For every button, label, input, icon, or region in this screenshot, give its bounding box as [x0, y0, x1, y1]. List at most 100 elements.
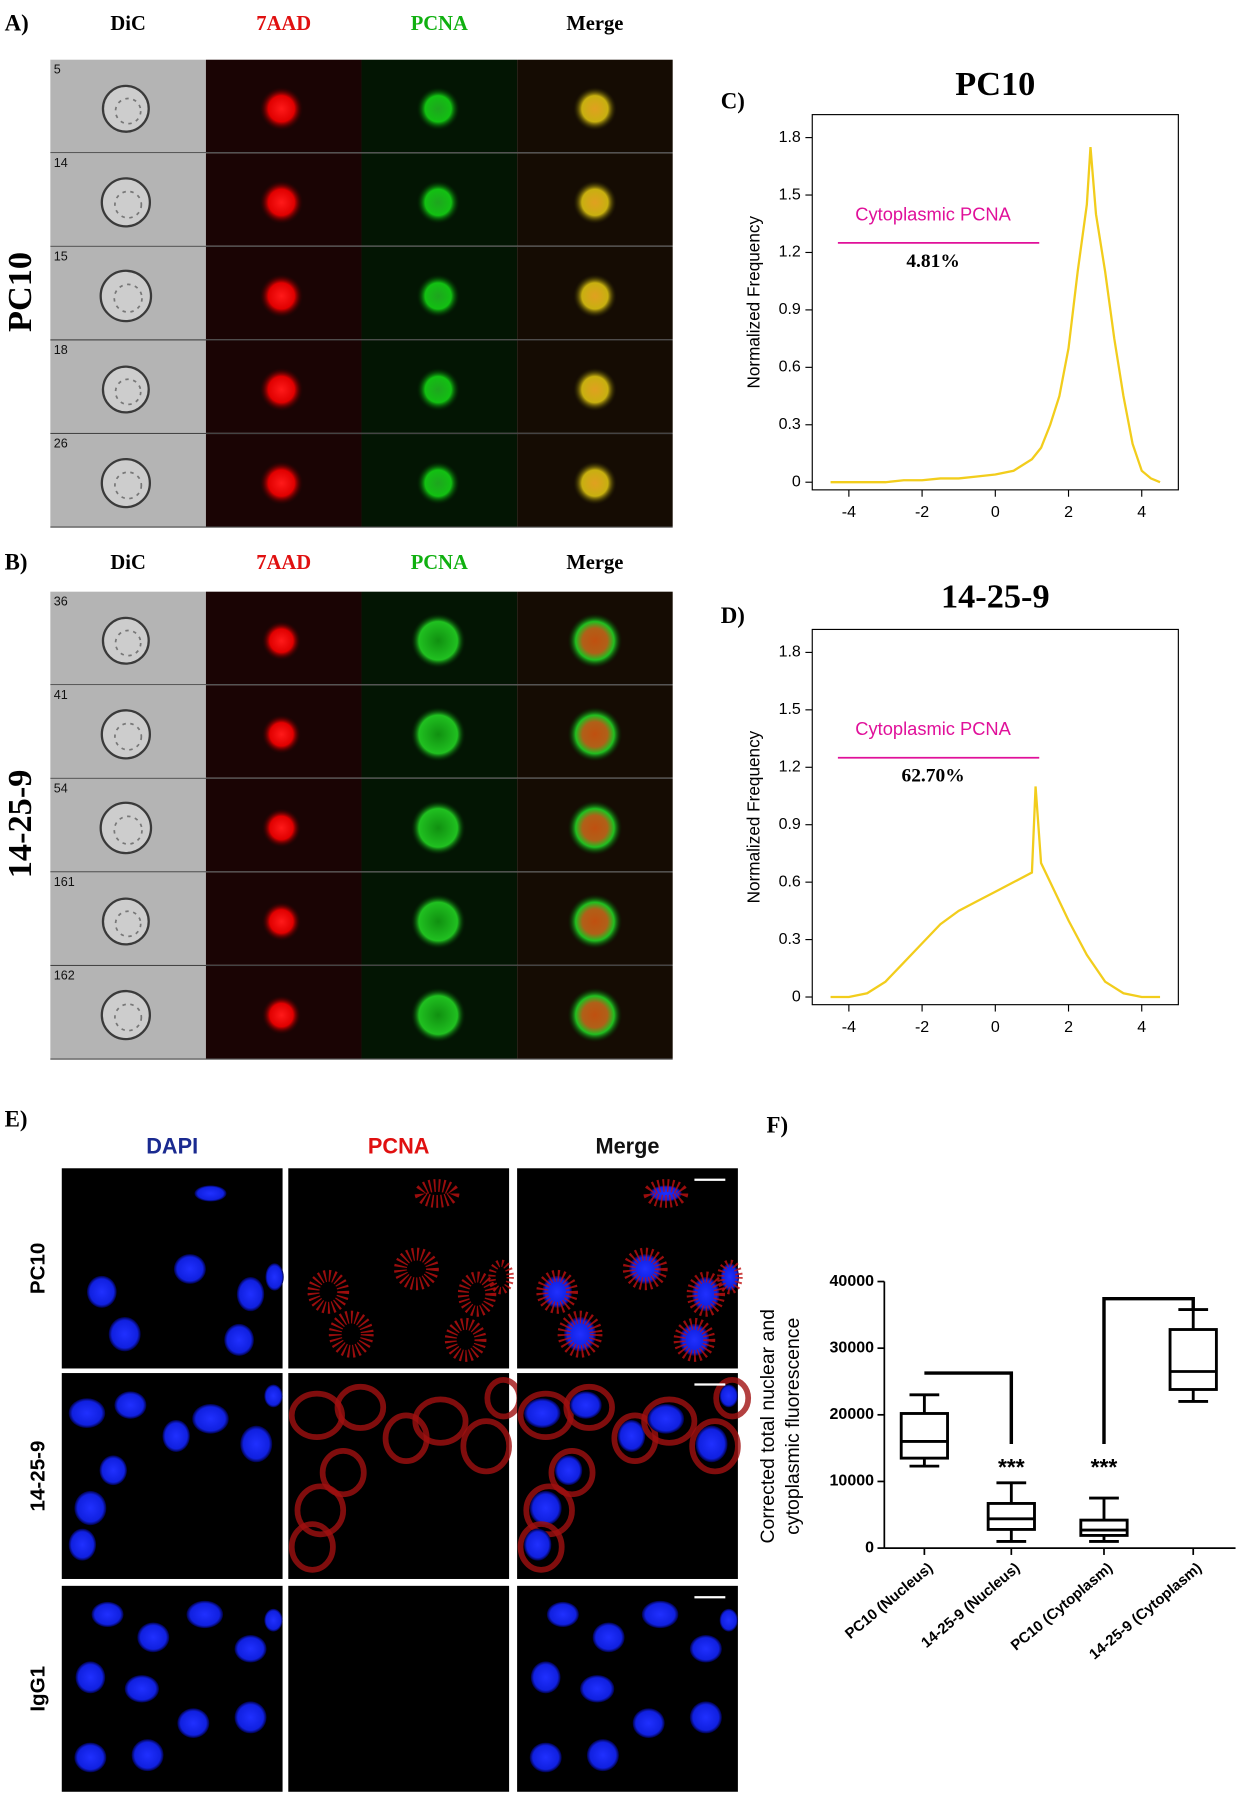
merge-signal	[567, 987, 623, 1043]
pcna-ring	[412, 1396, 469, 1446]
significance: ***	[998, 1454, 1025, 1480]
column-header: DAPI	[146, 1133, 198, 1158]
cell-id: 15	[54, 249, 68, 263]
significance: ***	[1091, 1454, 1118, 1480]
nucleus	[689, 1635, 722, 1663]
nucleus	[689, 1701, 722, 1734]
panel-label: F)	[766, 1112, 788, 1137]
nucleus	[186, 1600, 224, 1629]
percent-label: 4.81%	[906, 251, 959, 272]
nucleus	[74, 1742, 107, 1773]
pcna-ring	[460, 1418, 512, 1475]
y-tick-label: 0.3	[779, 416, 801, 433]
box	[1168, 1328, 1218, 1391]
merge-signal	[573, 180, 617, 225]
percent-label: 62.70%	[901, 766, 964, 787]
nucleus	[580, 1675, 615, 1703]
merge-signal	[567, 800, 623, 856]
row-label: 14-25-9	[26, 1441, 49, 1512]
y-tick-label: 10000	[830, 1473, 875, 1490]
x-tick-label: 4	[1137, 504, 1146, 521]
merge-signal	[567, 706, 623, 762]
nucleus	[75, 1661, 106, 1694]
column-header: PCNA	[411, 13, 468, 35]
pcna-ring	[563, 1383, 615, 1431]
pcna-speckle	[394, 1247, 439, 1291]
cell-id: 18	[54, 343, 68, 357]
y-tick-label: 40000	[830, 1273, 875, 1290]
nucleus	[569, 1391, 602, 1419]
dic-cell	[99, 801, 153, 855]
nucleus	[240, 1425, 273, 1463]
annotation: Cytoplasmic PCNA	[855, 718, 1011, 739]
y-axis-label: cytoplasmic fluorescence	[782, 1318, 804, 1535]
pcna-speckle	[717, 1259, 743, 1295]
column-header: DiC	[110, 13, 145, 35]
micrograph	[288, 1585, 510, 1792]
dic-cell-texture	[114, 471, 143, 500]
plot-frame	[811, 114, 1179, 491]
nucleus	[236, 1276, 265, 1312]
y-axis-label: Normalized Frequency	[744, 730, 764, 903]
pcna-ring	[319, 1447, 367, 1498]
y-axis-label: Normalized Frequency	[744, 216, 764, 389]
y-tick-label: 0.6	[779, 873, 801, 890]
y-axis-label: Corrected total nuclear and	[757, 1309, 779, 1543]
nucleus	[108, 1316, 141, 1352]
x-tick-label: PC10 (Nucleus)	[843, 1560, 937, 1642]
x-tick-label: 0	[991, 1019, 1000, 1036]
nucleus	[554, 1455, 583, 1486]
nucleus	[86, 1275, 117, 1308]
nucleus	[586, 1739, 619, 1772]
panel-label: C)	[721, 88, 745, 113]
merge-signal	[573, 274, 617, 318]
dic-cell	[101, 897, 150, 946]
red-signal	[259, 274, 304, 318]
cell-id: 54	[54, 781, 68, 795]
histogram-line	[830, 147, 1161, 484]
red-signal	[259, 87, 304, 131]
merge-signal	[573, 461, 617, 505]
y-tick-label: 0.9	[779, 816, 801, 833]
red-signal	[261, 902, 301, 941]
dic-cell	[100, 709, 152, 760]
red-signal	[259, 180, 304, 225]
dic-cell	[101, 616, 150, 665]
nucleus	[264, 1384, 283, 1408]
y-tick-label: 0.3	[779, 931, 801, 948]
nucleus	[131, 1739, 164, 1772]
dic-cell-texture	[113, 283, 143, 313]
y-tick-label: 1.5	[779, 701, 801, 718]
y-tick-label: 1.2	[779, 759, 801, 776]
pcna-speckle	[444, 1317, 487, 1362]
nucleus	[234, 1635, 267, 1663]
y-tick-label: 1.8	[779, 129, 801, 146]
pcna-speckle	[622, 1247, 668, 1291]
cell-id: 5	[54, 62, 61, 76]
x-tick-label: 4	[1137, 1019, 1146, 1036]
x-tick-label: -2	[915, 1019, 929, 1036]
pcna-ring	[713, 1377, 752, 1420]
x-tick-label: -4	[842, 504, 856, 521]
bracket	[924, 1371, 1014, 1444]
dic-cell-texture	[113, 815, 143, 845]
dic-cell-texture	[114, 97, 142, 125]
nucleus	[177, 1708, 210, 1739]
merge-signal	[573, 87, 617, 131]
dic-cell-texture	[114, 629, 142, 657]
panel-label: D)	[721, 603, 745, 628]
nucleus	[234, 1701, 267, 1734]
y-tick-label: 0	[792, 988, 801, 1005]
x-tick-label: 2	[1064, 504, 1073, 521]
dic-cell	[101, 84, 150, 133]
annotation: Cytoplasmic PCNA	[855, 203, 1011, 224]
cell-id: 162	[54, 969, 75, 983]
pcna-speckle	[328, 1310, 374, 1358]
nucleus	[192, 1403, 229, 1434]
nucleus	[641, 1600, 679, 1629]
y-tick-label: 1.2	[779, 244, 801, 261]
green-signal	[416, 461, 460, 505]
dic-cell-texture	[114, 378, 142, 406]
nucleus	[523, 1528, 552, 1561]
green-signal	[416, 180, 460, 225]
